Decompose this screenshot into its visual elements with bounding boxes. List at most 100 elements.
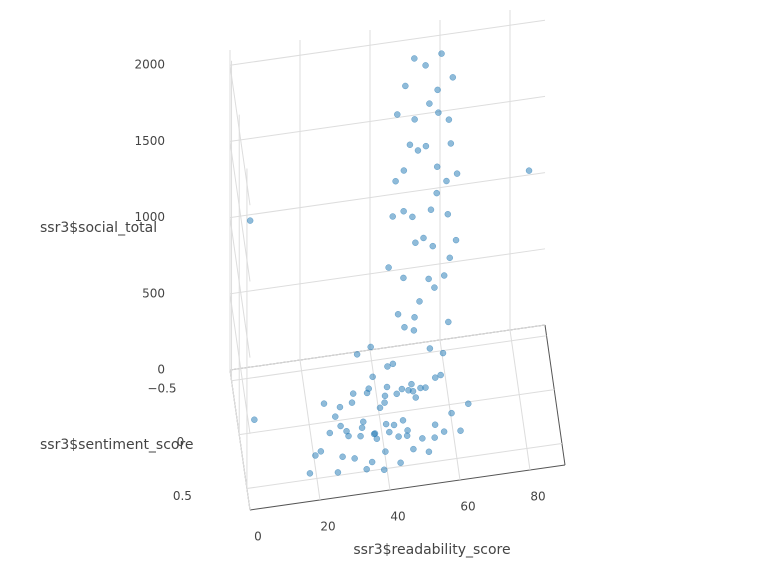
x-tick-label: 20 — [320, 520, 335, 534]
y-tick-label: −0.5 — [147, 381, 176, 395]
point — [433, 189, 440, 197]
z-axis-title: ssr3$social_total — [40, 220, 157, 236]
point — [406, 141, 414, 149]
point — [443, 177, 450, 185]
point — [431, 434, 438, 441]
point — [317, 448, 325, 455]
point — [397, 459, 404, 467]
point — [381, 392, 389, 400]
point — [411, 314, 418, 321]
z-tick-label: 1500 — [134, 134, 165, 148]
grid-line — [299, 359, 321, 501]
x-tick-label: 60 — [460, 500, 475, 514]
point — [431, 421, 439, 428]
point — [410, 445, 417, 453]
point — [525, 167, 533, 174]
point — [400, 167, 408, 174]
point — [320, 400, 328, 407]
point — [332, 413, 339, 420]
point — [426, 100, 433, 107]
x-tick-label: 0 — [254, 530, 262, 544]
point — [401, 323, 408, 331]
point — [411, 116, 418, 123]
point — [385, 264, 392, 271]
z-tick-label: 0 — [157, 363, 165, 377]
point — [438, 50, 445, 57]
point — [395, 433, 402, 440]
point — [368, 458, 376, 466]
point — [444, 210, 452, 218]
point — [400, 207, 407, 215]
point — [251, 416, 258, 423]
point — [312, 452, 319, 459]
point — [399, 417, 407, 424]
z-tick-label: 2000 — [134, 58, 165, 72]
point — [353, 351, 361, 358]
point — [445, 318, 452, 326]
point — [452, 236, 460, 244]
y-axis-title: ssr3$sentiment_score — [40, 437, 194, 453]
point — [370, 430, 378, 438]
point — [393, 390, 400, 398]
point — [425, 275, 432, 283]
grid-line — [229, 324, 546, 371]
axis-line — [544, 324, 566, 466]
point — [422, 142, 430, 150]
point — [349, 390, 357, 397]
point — [326, 429, 334, 437]
point — [345, 432, 352, 440]
point — [369, 373, 376, 381]
z-tick-label: 1000 — [134, 210, 165, 224]
point — [392, 177, 399, 185]
point — [412, 394, 420, 401]
x-tick-label: 40 — [390, 510, 405, 524]
point — [429, 242, 437, 250]
point — [398, 385, 406, 393]
grid-line — [239, 389, 555, 436]
point — [336, 403, 344, 411]
point — [422, 62, 429, 69]
point — [363, 389, 371, 397]
point — [465, 400, 472, 407]
point — [382, 420, 390, 428]
point — [412, 239, 419, 246]
x-axis-title: ssr3$readability_score — [353, 542, 510, 558]
point — [446, 254, 454, 262]
point — [411, 55, 418, 62]
point — [367, 343, 374, 351]
point — [445, 116, 453, 123]
point — [386, 428, 393, 436]
point — [306, 470, 314, 477]
point — [357, 432, 364, 440]
point — [339, 453, 346, 461]
point — [389, 213, 396, 220]
point — [384, 363, 391, 370]
point — [246, 217, 254, 224]
point — [431, 284, 438, 291]
point — [439, 349, 447, 357]
grid-line — [229, 19, 546, 66]
point — [348, 399, 356, 406]
point — [403, 432, 411, 439]
point — [448, 409, 455, 417]
grid-line — [229, 95, 546, 142]
point — [419, 435, 426, 442]
grid-line — [229, 172, 546, 219]
point — [447, 140, 455, 147]
y-tick-label: 0.5 — [173, 489, 192, 503]
point — [402, 82, 409, 90]
point — [363, 465, 370, 473]
grid-line — [246, 442, 562, 489]
point — [376, 404, 384, 412]
z-tick-label: 500 — [142, 286, 165, 300]
point — [380, 466, 388, 474]
point — [360, 418, 367, 426]
point — [433, 163, 441, 171]
point — [394, 111, 401, 118]
point — [440, 272, 448, 279]
point — [351, 455, 358, 462]
point — [435, 109, 442, 116]
point — [425, 448, 433, 456]
point — [405, 387, 412, 394]
